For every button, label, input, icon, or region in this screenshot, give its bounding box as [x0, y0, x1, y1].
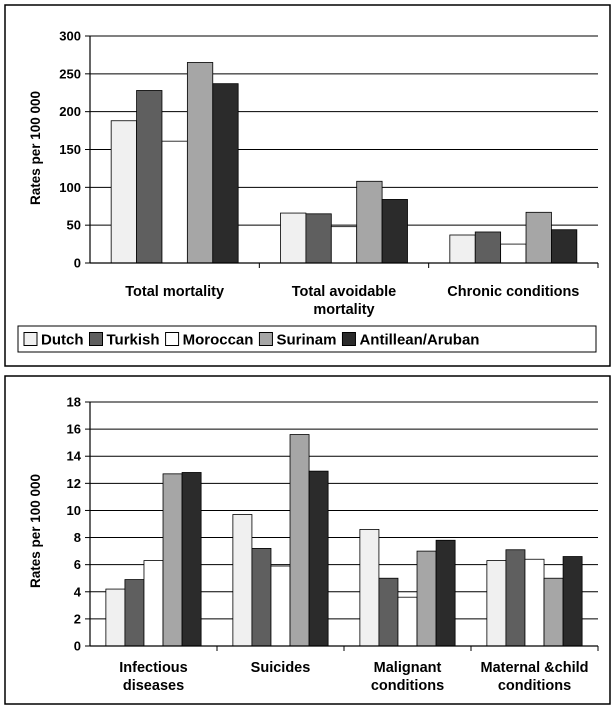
chart-2-y-axis-label: Rates per 100 000	[28, 474, 43, 588]
bar-surinam-1	[162, 473, 183, 647]
bar-antillean-aruban-1	[181, 472, 202, 647]
bar-antillean-aruban-4	[562, 556, 583, 647]
y-tick-label: 8	[74, 530, 81, 545]
category-label: Total mortality	[125, 284, 224, 300]
category-label: Total avoidable	[292, 284, 396, 300]
category-label: Suicides	[251, 660, 311, 676]
y-tick-label: 2	[74, 611, 81, 626]
category-label: diseases	[123, 678, 184, 694]
y-tick-label: 10	[67, 503, 81, 518]
panel-1-frame	[4, 4, 611, 367]
bar-antillean-aruban-3	[551, 229, 578, 264]
category-label: conditions	[371, 678, 444, 694]
bar-turkish-2	[251, 548, 272, 647]
chart-2-bars	[105, 434, 583, 647]
legend-label: Turkish	[107, 332, 160, 349]
category-label: Maternal &child	[481, 660, 589, 676]
bar-moroccan-2	[270, 565, 291, 647]
bar-moroccan-3	[500, 243, 527, 264]
y-tick-label: 6	[74, 557, 81, 572]
bar-turkish-1	[136, 90, 163, 264]
chart-1-legend: Dutch Turkish Moroccan Surinam Antillean/Aru…	[17, 325, 597, 353]
bar-turkish-3	[378, 577, 399, 647]
bar-moroccan-1	[143, 560, 164, 647]
bar-surinam-4	[543, 577, 564, 647]
bar-dutch-3	[449, 234, 476, 264]
bar-moroccan-1	[161, 140, 188, 264]
bar-dutch-1	[105, 588, 126, 647]
legend-label: Antillean/Aruban	[359, 332, 479, 349]
bar-turkish-3	[474, 231, 502, 264]
legend-label: Moroccan	[183, 332, 254, 349]
bar-antillean-aruban-2	[308, 470, 329, 647]
category-label: Infectious	[119, 660, 187, 676]
chart-1-y-ticks: 0 50 100 150 200 250 300	[59, 29, 90, 271]
bar-surinam-1	[186, 62, 214, 264]
bar-surinam-2	[356, 180, 383, 264]
y-tick-label: 4	[74, 584, 82, 599]
bar-dutch-1	[110, 120, 137, 264]
legend-swatch	[23, 332, 38, 346]
bar-antillean-aruban-3	[435, 539, 456, 647]
category-label: mortality	[313, 302, 374, 318]
bar-moroccan-4	[524, 558, 545, 647]
legend-label: Surinam	[276, 332, 336, 349]
chart-2-y-ticks: 0 2 4 6 8 10 12 14 16 18	[67, 395, 90, 654]
y-tick-label: 150	[59, 142, 81, 157]
chart-1-y-axis-label: Rates per 100 000	[28, 91, 43, 205]
legend-label: Dutch	[41, 332, 84, 349]
bar-dutch-2	[280, 212, 307, 264]
legend-swatch	[258, 332, 273, 346]
category-label: Chronic conditions	[447, 284, 579, 300]
y-tick-label: 12	[67, 476, 81, 491]
y-tick-label: 14	[67, 449, 82, 464]
bar-dutch-4	[486, 560, 507, 647]
legend-swatch	[341, 332, 356, 346]
y-tick-label: 0	[74, 256, 81, 271]
legend-swatch	[89, 332, 103, 346]
chart-2-categories: Infectious diseases Suicides Malignant condi…	[119, 660, 588, 694]
bar-antillean-aruban-2	[381, 199, 408, 264]
y-tick-label: 200	[59, 104, 81, 119]
bar-surinam-3	[416, 550, 437, 647]
chart-1-bars	[110, 62, 578, 264]
bar-antillean-aruban-1	[212, 83, 239, 264]
y-tick-label: 0	[74, 639, 81, 654]
y-tick-label: 16	[67, 422, 81, 437]
bar-moroccan-3	[397, 596, 418, 647]
y-tick-label: 250	[59, 66, 81, 81]
bar-turkish-4	[505, 549, 526, 647]
bar-turkish-2	[305, 213, 332, 264]
bar-moroccan-2	[330, 226, 358, 264]
legend-box	[17, 325, 597, 353]
bar-dutch-2	[232, 514, 253, 647]
chart-2: 0 2 4 6 8 10 12 14 16 18 Infectious diseases Suicid…	[28, 395, 599, 694]
y-tick-label: 100	[59, 180, 81, 195]
category-label: Malignant	[374, 660, 442, 676]
y-tick-label: 300	[59, 29, 81, 44]
chart-2-axes	[89, 402, 599, 651]
bar-surinam-3	[525, 211, 552, 264]
y-tick-label: 18	[67, 395, 81, 410]
legend-swatch	[165, 332, 180, 346]
bar-turkish-1	[124, 579, 145, 647]
y-tick-label: 50	[67, 218, 81, 233]
chart-1-categories: Total mortality Total avoidable mortality C…	[125, 284, 579, 318]
bar-dutch-3	[359, 529, 380, 647]
category-label: conditions	[498, 678, 571, 694]
bar-surinam-2	[289, 434, 310, 647]
